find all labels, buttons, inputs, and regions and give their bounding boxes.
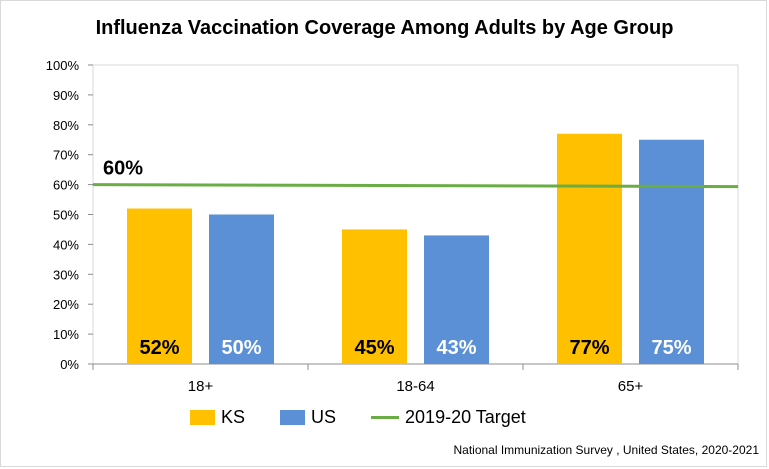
- y-tick-label: 0%: [60, 357, 79, 372]
- y-tick-label: 30%: [53, 267, 79, 282]
- data-label: 75%: [651, 337, 691, 359]
- x-tick-label: 18+: [188, 378, 214, 395]
- data-label: 50%: [221, 337, 261, 359]
- bar-us-18-64: [424, 235, 489, 364]
- bar-ks-18+: [127, 208, 192, 364]
- legend-swatch-us: [280, 410, 306, 425]
- data-label: 43%: [436, 337, 476, 359]
- x-tick-label: 65+: [618, 378, 644, 395]
- target-line: [92, 183, 739, 189]
- legend-item-ks: KS: [190, 407, 245, 428]
- y-tick-label: 10%: [53, 327, 79, 342]
- source-note: National Immunization Survey , United St…: [453, 443, 759, 457]
- y-tick-label: 20%: [53, 297, 79, 312]
- y-tick-label: 90%: [53, 88, 79, 103]
- target-label: 60%: [103, 158, 143, 180]
- x-tick-label: 18-64: [396, 378, 434, 395]
- legend-swatch-ks: [190, 410, 215, 425]
- legend-label-target: 2019-20 Target: [405, 407, 526, 427]
- legend-label-us: US: [311, 407, 337, 427]
- legend-swatch-target: [371, 416, 400, 419]
- legend-item-target: 2019-20 Target: [371, 407, 526, 428]
- legend-item-us: US: [280, 407, 336, 428]
- bar-ks-18-64: [342, 229, 407, 364]
- y-tick-label: 40%: [53, 237, 79, 252]
- bar-us-65+: [639, 139, 704, 364]
- y-tick-label: 50%: [53, 208, 79, 223]
- y-tick-label: 60%: [53, 178, 79, 193]
- y-tick-label: 100%: [46, 58, 80, 73]
- bar-us-18+: [209, 214, 274, 364]
- chart-legend: KS US 2019-20 Target: [190, 407, 561, 428]
- y-tick-label: 80%: [53, 118, 79, 133]
- chart-title: Influenza Vaccination Coverage Among Adu…: [95, 17, 674, 39]
- data-label: 52%: [139, 337, 179, 359]
- data-label: 45%: [354, 337, 394, 359]
- bar-ks-65+: [557, 133, 622, 364]
- data-label: 77%: [569, 337, 609, 359]
- legend-label-ks: KS: [221, 407, 246, 427]
- y-tick-label: 70%: [53, 148, 79, 163]
